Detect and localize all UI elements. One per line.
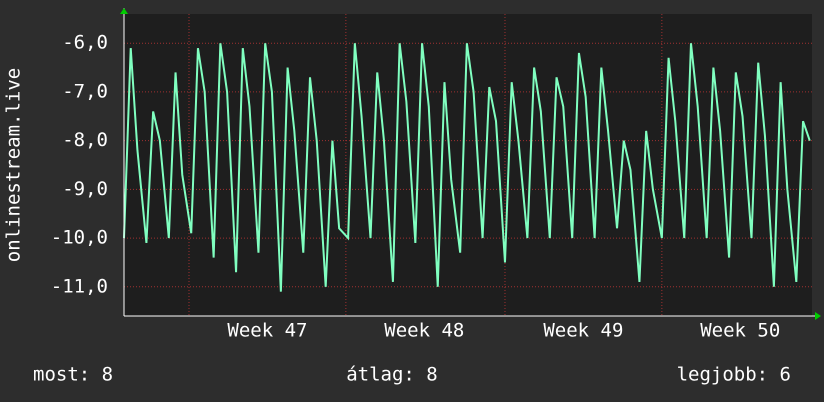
y-arrow	[120, 8, 128, 14]
x-tick-label: Week 49	[543, 320, 623, 342]
stat-max: legjobb: 6	[677, 364, 791, 386]
y-tick-label: -9,0	[62, 178, 108, 200]
y-tick-label: -6,0	[62, 32, 108, 54]
x-arrow	[815, 312, 821, 320]
stat-average: átlag: 8	[346, 364, 438, 386]
x-tick-label: Week 47	[227, 320, 307, 342]
x-tick-label: Week 48	[384, 320, 464, 342]
y-axis-label: onlinestream.live	[3, 68, 25, 262]
x-tick-label: Week 50	[700, 320, 780, 342]
plot: -6,0 -7,0 -8,0 -9,0 -10,0 -11,0 Week 47 Week 48…	[51, 14, 812, 342]
y-tick-label: -10,0	[51, 227, 108, 249]
y-tick-label: -11,0	[51, 275, 108, 297]
y-tick-label: -8,0	[62, 129, 108, 151]
y-tick-label: -7,0	[62, 80, 108, 102]
stat-current: most: 8	[33, 364, 113, 386]
data-line	[123, 43, 811, 292]
